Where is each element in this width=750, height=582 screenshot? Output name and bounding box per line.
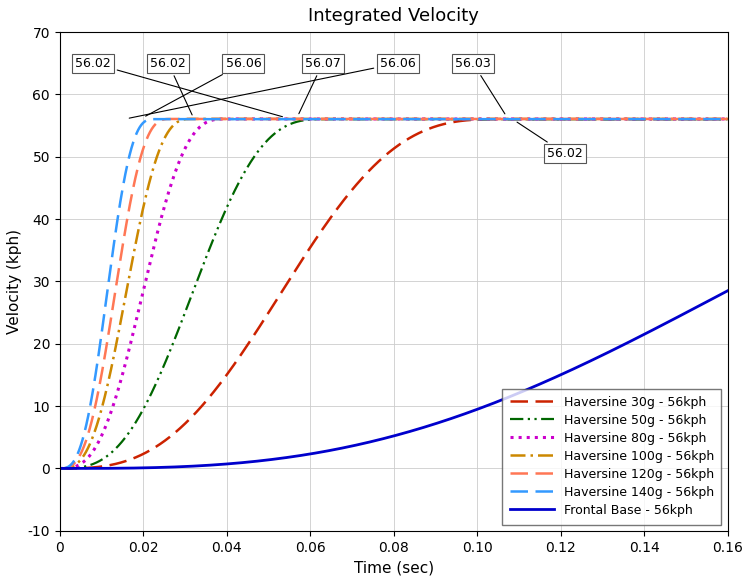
- Haversine 140g - 56kph: [373, 116, 382, 123]
- Haversine 80g - 56kph: [341, 115, 350, 122]
- Haversine 80g - 56kph: [541, 115, 550, 122]
- Haversine 140g - 56kph: [541, 116, 550, 123]
- Haversine 50g - 56kph: [541, 116, 550, 123]
- Haversine 100g - 56kph: [188, 115, 196, 122]
- Line: Haversine 120g - 56kph: Haversine 120g - 56kph: [60, 119, 728, 469]
- Line: Haversine 50g - 56kph: Haversine 50g - 56kph: [60, 119, 728, 469]
- Haversine 30g - 56kph: [341, 194, 350, 201]
- Haversine 120g - 56kph: [166, 115, 175, 122]
- Line: Haversine 30g - 56kph: Haversine 30g - 56kph: [60, 119, 728, 469]
- Haversine 80g - 56kph: [670, 115, 679, 122]
- Text: 56.02: 56.02: [75, 56, 283, 117]
- Haversine 30g - 56kph: [373, 159, 382, 166]
- Y-axis label: Velocity (kph): Velocity (kph): [7, 229, 22, 334]
- Haversine 100g - 56kph: [336, 115, 345, 122]
- Haversine 50g - 56kph: [670, 116, 679, 123]
- Line: Haversine 100g - 56kph: Haversine 100g - 56kph: [60, 119, 728, 469]
- Haversine 80g - 56kph: [703, 115, 712, 122]
- Haversine 30g - 56kph: [703, 116, 712, 123]
- Legend: Haversine 30g - 56kph, Haversine 50g - 56kph, Haversine 80g - 56kph, Haversine 1: Haversine 30g - 56kph, Haversine 50g - 5…: [503, 389, 722, 524]
- Haversine 140g - 56kph: [670, 116, 679, 123]
- Haversine 50g - 56kph: [320, 116, 329, 123]
- Haversine 100g - 56kph: [341, 115, 350, 122]
- Haversine 30g - 56kph: [56, 465, 64, 472]
- Haversine 140g - 56kph: [341, 116, 350, 123]
- Text: 56.07: 56.07: [298, 56, 340, 113]
- Frontal Base - 56kph: [669, 315, 678, 322]
- Title: Integrated Velocity: Integrated Velocity: [308, 7, 479, 25]
- Line: Haversine 140g - 56kph: Haversine 140g - 56kph: [60, 119, 728, 469]
- Text: 56.06: 56.06: [146, 56, 261, 116]
- Haversine 80g - 56kph: [373, 115, 382, 122]
- Haversine 50g - 56kph: [723, 116, 732, 123]
- Haversine 100g - 56kph: [723, 115, 732, 122]
- Haversine 100g - 56kph: [373, 115, 382, 122]
- Frontal Base - 56kph: [723, 288, 732, 294]
- Haversine 30g - 56kph: [496, 116, 506, 123]
- Haversine 80g - 56kph: [221, 115, 230, 122]
- Haversine 30g - 56kph: [670, 116, 679, 123]
- Line: Frontal Base - 56kph: Frontal Base - 56kph: [60, 291, 728, 469]
- Line: Haversine 80g - 56kph: Haversine 80g - 56kph: [60, 119, 728, 469]
- Frontal Base - 56kph: [336, 445, 345, 452]
- Haversine 30g - 56kph: [541, 116, 550, 123]
- Haversine 50g - 56kph: [703, 116, 712, 123]
- Haversine 120g - 56kph: [670, 115, 679, 122]
- Haversine 140g - 56kph: [336, 116, 345, 123]
- Haversine 80g - 56kph: [723, 115, 732, 122]
- Haversine 30g - 56kph: [723, 116, 732, 123]
- Haversine 100g - 56kph: [703, 115, 712, 122]
- Haversine 120g - 56kph: [56, 465, 64, 472]
- Haversine 50g - 56kph: [336, 116, 345, 123]
- Haversine 140g - 56kph: [703, 116, 712, 123]
- Frontal Base - 56kph: [703, 298, 712, 305]
- Haversine 120g - 56kph: [373, 115, 382, 122]
- Haversine 120g - 56kph: [541, 115, 550, 122]
- Haversine 120g - 56kph: [703, 115, 712, 122]
- Haversine 140g - 56kph: [150, 116, 159, 123]
- X-axis label: Time (sec): Time (sec): [353, 560, 434, 575]
- Text: 56.03: 56.03: [455, 56, 505, 114]
- Haversine 50g - 56kph: [341, 116, 350, 123]
- Haversine 30g - 56kph: [336, 201, 345, 208]
- Text: 56.02: 56.02: [517, 122, 583, 160]
- Haversine 140g - 56kph: [723, 116, 732, 123]
- Haversine 100g - 56kph: [56, 465, 64, 472]
- Text: 56.02: 56.02: [151, 56, 192, 115]
- Haversine 120g - 56kph: [336, 115, 345, 122]
- Haversine 140g - 56kph: [56, 465, 64, 472]
- Haversine 50g - 56kph: [56, 465, 64, 472]
- Frontal Base - 56kph: [56, 465, 64, 472]
- Frontal Base - 56kph: [541, 378, 550, 385]
- Haversine 120g - 56kph: [723, 115, 732, 122]
- Haversine 120g - 56kph: [341, 115, 350, 122]
- Frontal Base - 56kph: [341, 444, 350, 451]
- Haversine 100g - 56kph: [541, 115, 550, 122]
- Haversine 80g - 56kph: [336, 115, 345, 122]
- Haversine 50g - 56kph: [373, 116, 382, 123]
- Haversine 100g - 56kph: [670, 115, 679, 122]
- Haversine 80g - 56kph: [56, 465, 64, 472]
- Frontal Base - 56kph: [373, 436, 382, 443]
- Text: 56.06: 56.06: [129, 56, 416, 118]
